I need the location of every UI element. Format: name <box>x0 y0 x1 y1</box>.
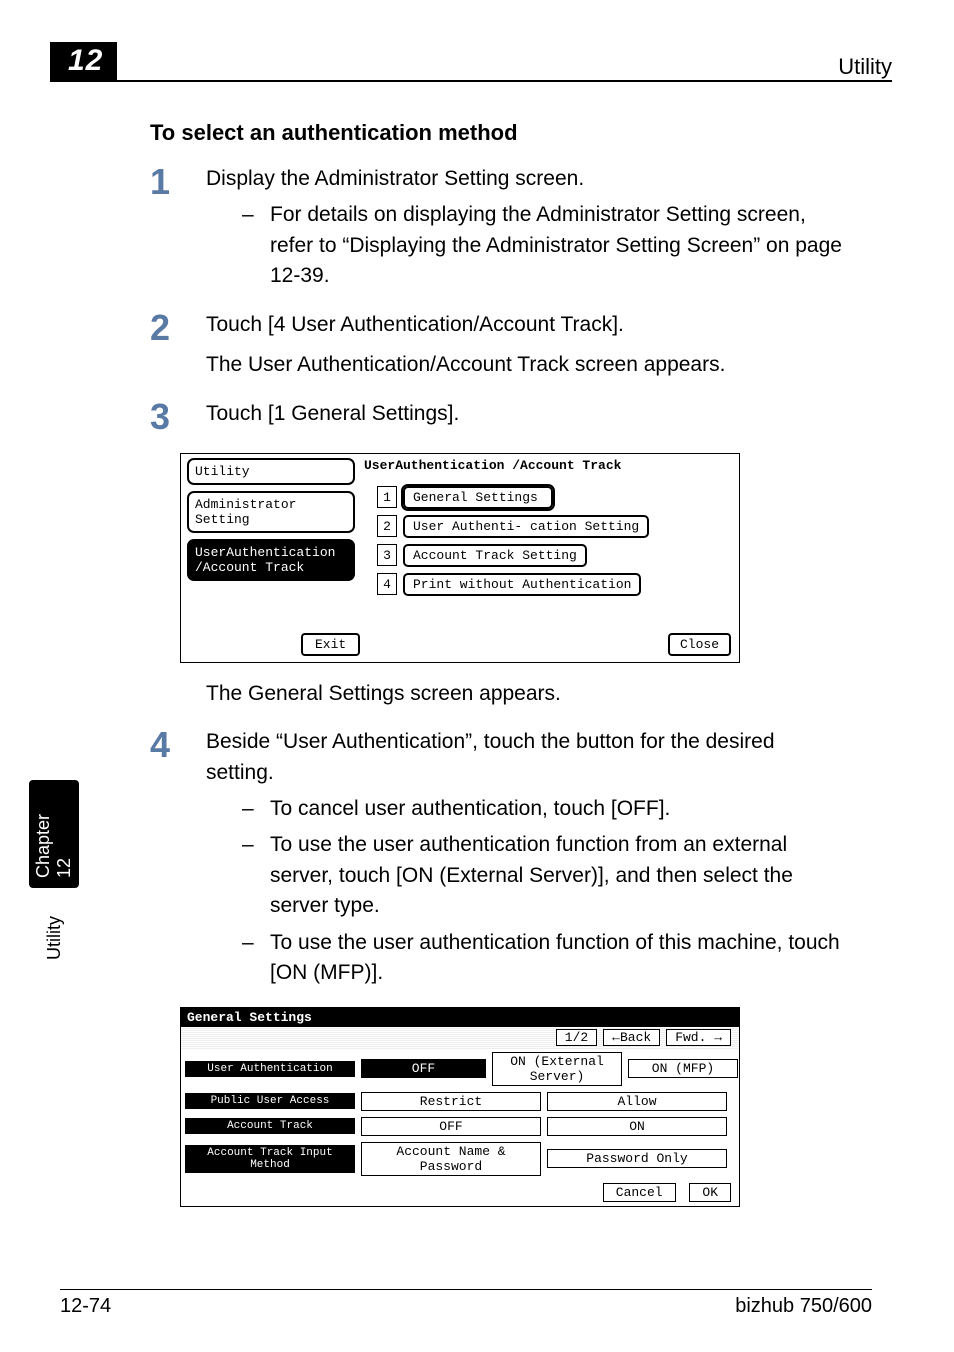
section-heading: To select an authentication method <box>150 120 844 146</box>
step-subtext: To cancel user authentication, touch [OF… <box>270 794 670 824</box>
step-subtext: To use the user authentication function … <box>270 830 844 921</box>
row-label: Account Track Input Method <box>185 1145 355 1173</box>
dash-icon: – <box>242 794 270 824</box>
option-button[interactable]: Account Name & Password <box>361 1142 541 1176</box>
step-number: 1 <box>150 164 206 200</box>
step-aftertext: The User Authentication/Account Track sc… <box>206 350 844 380</box>
row-label: Account Track <box>185 1118 355 1134</box>
option-button[interactable]: Password Only <box>547 1149 727 1168</box>
exit-button[interactable]: Exit <box>301 633 360 656</box>
step-text: Touch [1 General Settings]. <box>206 399 844 429</box>
step-number: 4 <box>150 727 206 763</box>
footer-right: bizhub 750/600 <box>735 1295 872 1318</box>
step-subtext: For details on displaying the Administra… <box>270 200 844 291</box>
menu-item[interactable]: 2User Authenti- cation Setting <box>377 515 649 538</box>
side-tab-group: Chapter 12 Utility <box>36 780 72 960</box>
header-right-label: Utility <box>838 54 892 80</box>
panel-title: General Settings <box>181 1008 739 1027</box>
breadcrumb[interactable]: Administrator Setting <box>187 491 355 533</box>
section-number: 12 <box>50 42 117 80</box>
option-button[interactable]: OFF <box>361 1117 541 1136</box>
step-2: 2 Touch [4 User Authentication/Account T… <box>150 310 844 381</box>
row-label: User Authentication <box>185 1061 355 1077</box>
step-text: Touch [4 User Authentication/Account Tra… <box>206 310 844 340</box>
step-4: 4 Beside “User Authentication”, touch th… <box>150 727 844 989</box>
fwd-button[interactable]: Fwd. → <box>666 1029 731 1046</box>
footer-left: 12-74 <box>60 1295 111 1318</box>
step-number: 3 <box>150 399 206 435</box>
menu-item[interactable]: 4Print without Authentication <box>377 573 649 596</box>
dash-icon: – <box>242 928 270 989</box>
dash-icon: – <box>242 200 270 291</box>
step-number: 2 <box>150 310 206 346</box>
step-text: Beside “User Authentication”, touch the … <box>206 727 844 788</box>
menu-item[interactable]: 1General Settings <box>377 486 649 509</box>
after-figure-text: The General Settings screen appears. <box>206 679 844 709</box>
option-button[interactable]: ON (External Server) <box>492 1052 622 1086</box>
panel-title: UserAuthentication /Account Track <box>364 458 621 473</box>
close-button[interactable]: Close <box>668 633 731 656</box>
back-button[interactable]: ←Back <box>603 1029 660 1046</box>
figure-general-settings: General Settings 1/2 ←Back Fwd. → User A… <box>150 1007 844 1207</box>
content-area: To select an authentication method 1 Dis… <box>150 120 844 1229</box>
dash-icon: – <box>242 830 270 921</box>
step-3: 3 Touch [1 General Settings]. <box>150 399 844 435</box>
breadcrumb[interactable]: Utility <box>187 458 355 485</box>
figure-utility-panel: Utility Administrator Setting UserAuthen… <box>150 453 844 663</box>
menu-item[interactable]: 3Account Track Setting <box>377 544 649 567</box>
chapter-tab: Chapter 12 <box>29 780 79 888</box>
chapter-tab-label: Utility <box>44 916 65 960</box>
breadcrumb[interactable]: UserAuthentication /Account Track <box>187 539 355 581</box>
page-indicator: 1/2 <box>556 1029 597 1046</box>
step-text: Display the Administrator Setting screen… <box>206 164 844 194</box>
step-1: 1 Display the Administrator Setting scre… <box>150 164 844 292</box>
option-button[interactable]: Restrict <box>361 1092 541 1111</box>
step-subtext: To use the user authentication function … <box>270 928 844 989</box>
ok-button[interactable]: OK <box>689 1183 731 1202</box>
footer-rule <box>60 1289 872 1290</box>
option-button[interactable]: ON <box>547 1117 727 1136</box>
page-header: 12 Utility <box>50 42 892 80</box>
option-button[interactable]: OFF <box>361 1059 486 1078</box>
option-button[interactable]: Allow <box>547 1092 727 1111</box>
page-footer: 12-74 bizhub 750/600 <box>60 1295 872 1318</box>
cancel-button[interactable]: Cancel <box>603 1183 676 1202</box>
option-button[interactable]: ON (MFP) <box>628 1059 738 1078</box>
row-label: Public User Access <box>185 1093 355 1109</box>
